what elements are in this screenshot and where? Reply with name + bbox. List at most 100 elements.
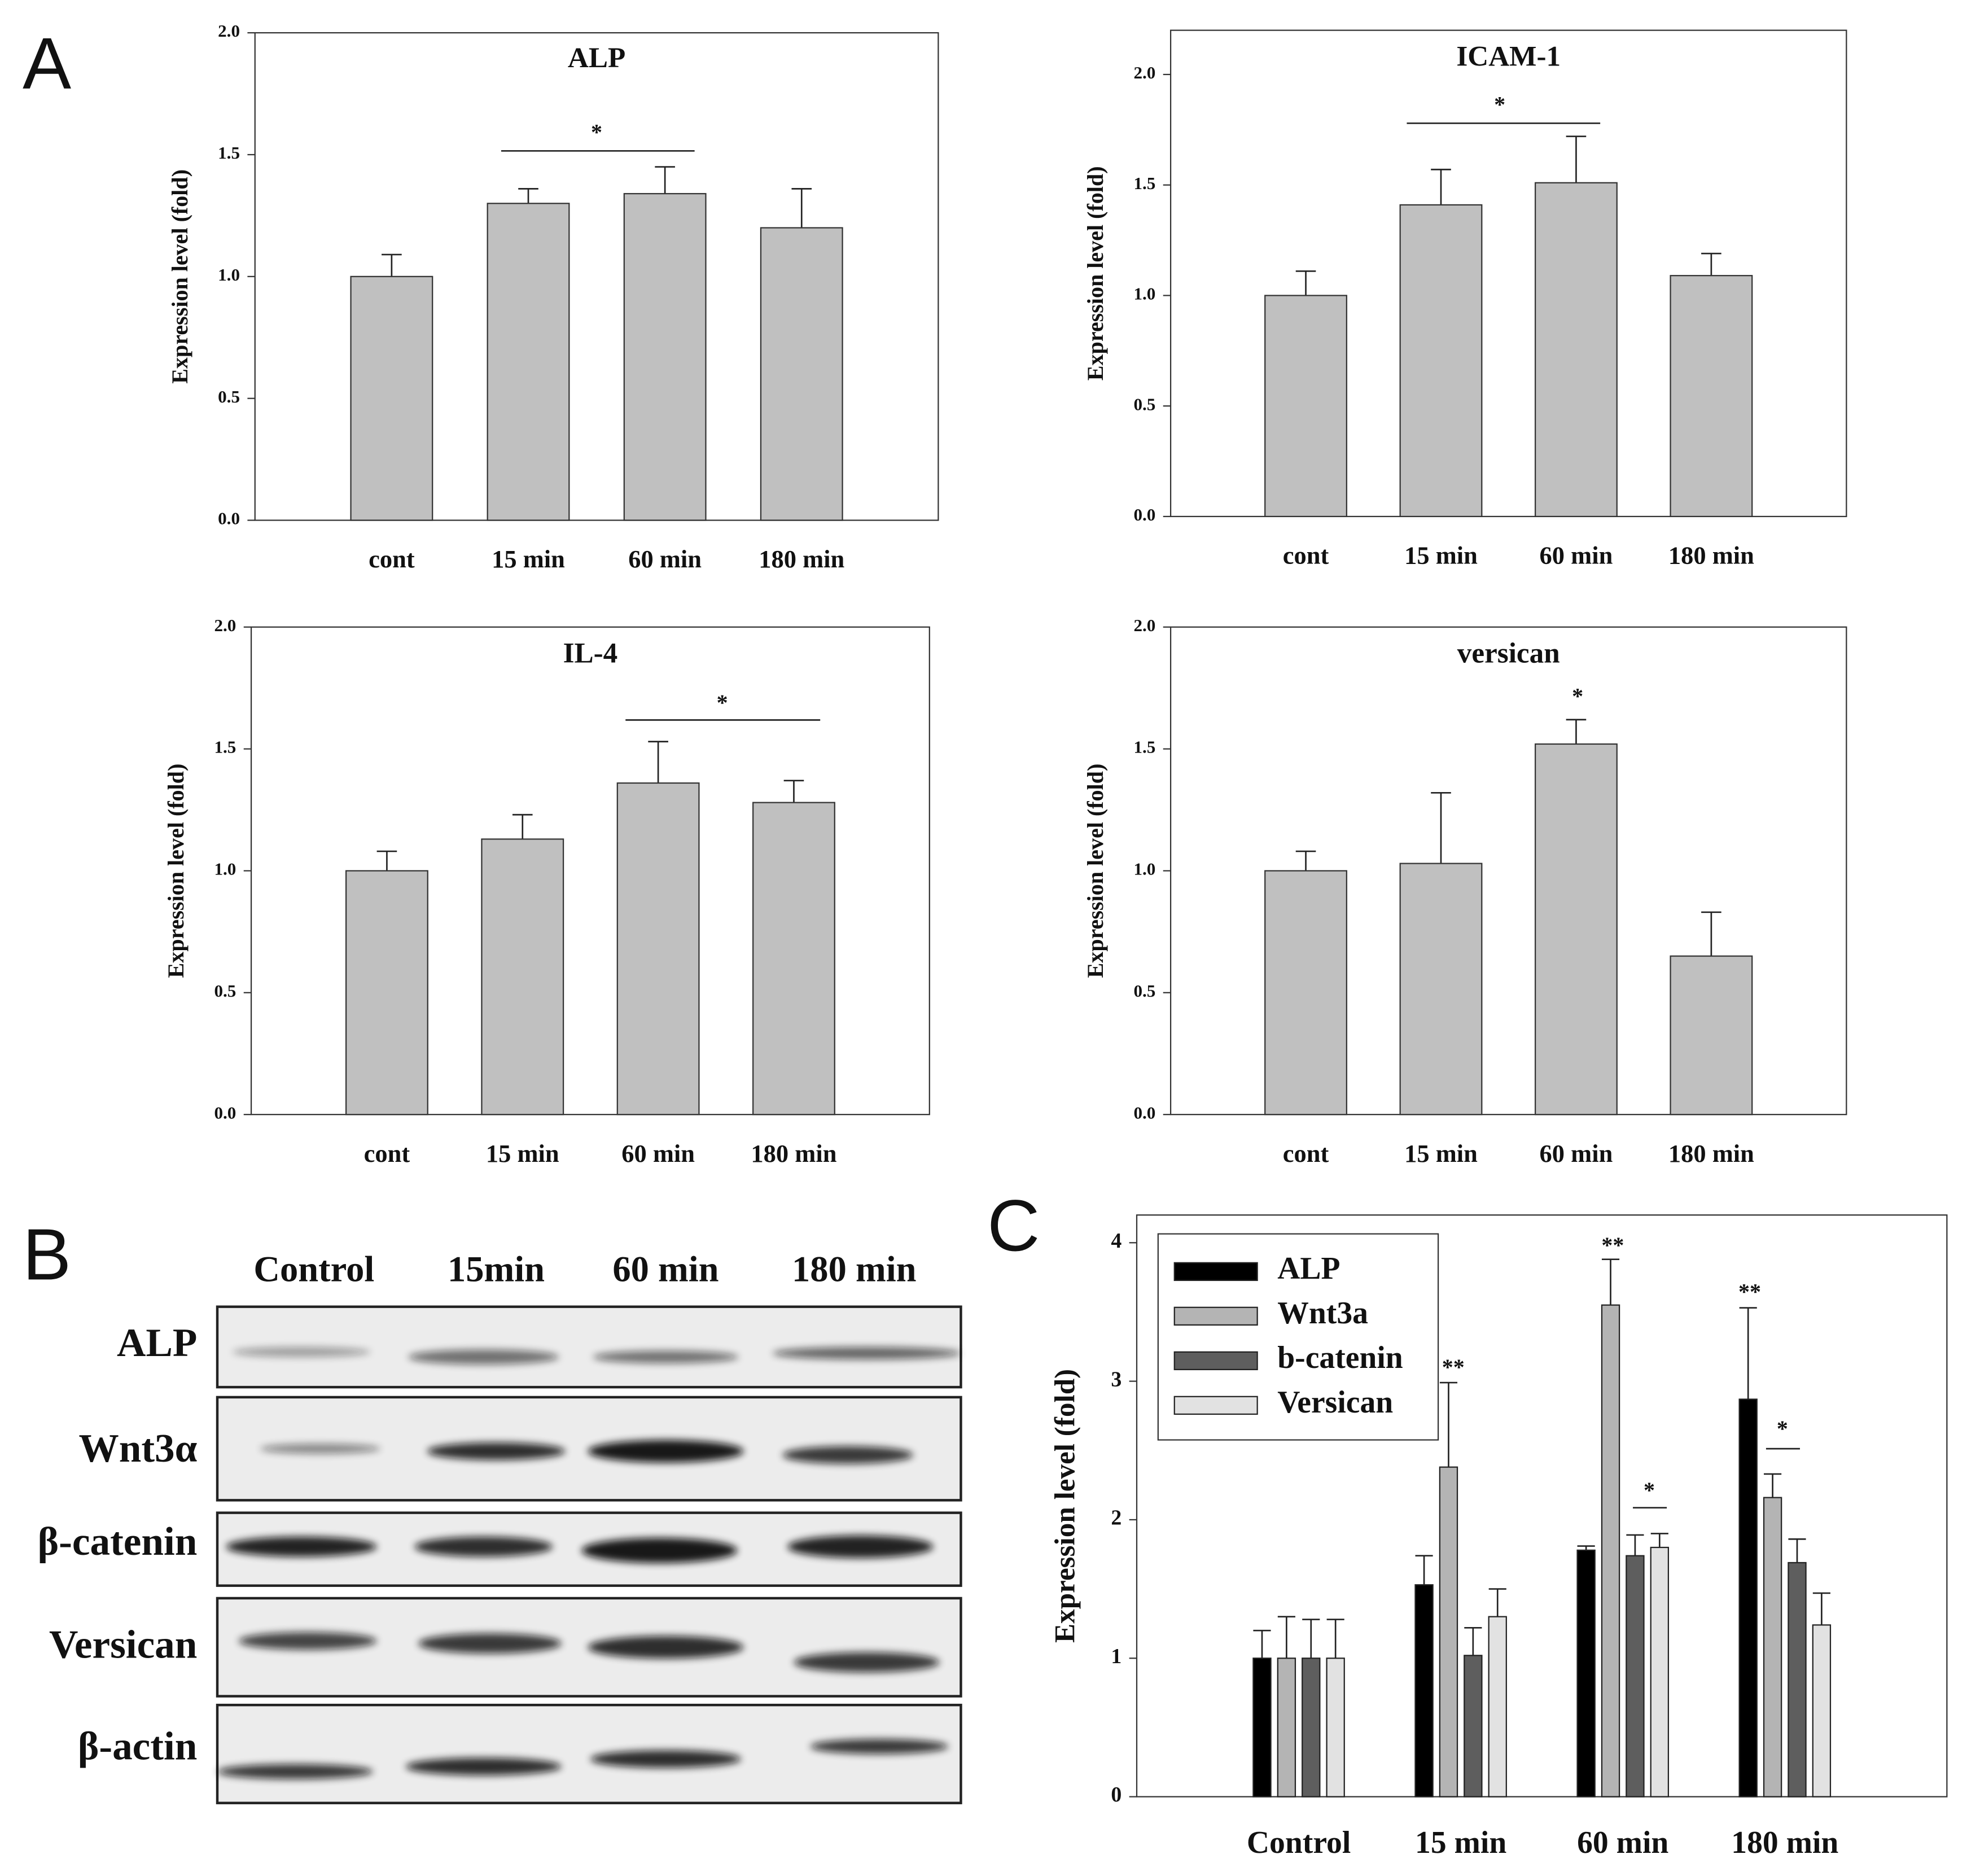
y-tick-label: 2.0 <box>1133 615 1155 635</box>
y-tick-label: 0.5 <box>1133 394 1155 414</box>
error-bar <box>1601 1258 1620 1305</box>
bar <box>1464 1655 1483 1798</box>
x-tick-label: 60 min <box>621 1139 695 1167</box>
significance-mark: * <box>591 120 602 145</box>
x-tick-label: 60 min <box>1540 541 1613 570</box>
blot-band <box>238 1632 377 1650</box>
error-bar <box>791 188 812 228</box>
x-tick-label: cont <box>1283 1139 1329 1167</box>
bar <box>487 203 570 521</box>
blot-strip <box>216 1305 962 1389</box>
y-tick-label: 0.0 <box>218 509 240 528</box>
x-tick-label: 180 min <box>1668 1139 1754 1167</box>
x-tick-label: 15 min <box>1415 1825 1506 1860</box>
bar <box>1601 1304 1620 1798</box>
bar <box>1326 1658 1345 1798</box>
blot-band <box>232 1346 371 1357</box>
error-bar <box>1277 1616 1295 1659</box>
blot-row-label: β-actin <box>78 1725 198 1769</box>
legend-label: Wnt3a <box>1277 1296 1368 1331</box>
bar <box>345 870 428 1116</box>
y-tick-label: 1.5 <box>1133 173 1155 193</box>
x-tick-label: 180 min <box>759 545 844 573</box>
y-tick-label: 1.0 <box>1133 859 1155 879</box>
y-tick-label: 2.0 <box>214 615 236 635</box>
error-bar <box>1326 1619 1344 1659</box>
x-tick-label: 180 min <box>751 1139 836 1167</box>
y-tick-label: 0 <box>1111 1783 1122 1807</box>
y-tick-label: 0.5 <box>1133 981 1155 1000</box>
y-tick-label: 0.0 <box>1133 1103 1155 1122</box>
bar <box>623 193 707 521</box>
legend-label: Versican <box>1277 1385 1393 1420</box>
y-tick-label: 2.0 <box>1133 63 1155 82</box>
x-tick-label: 15 min <box>1404 1139 1478 1167</box>
blot-band <box>408 1349 559 1365</box>
blot-row-label: Versican <box>49 1623 197 1667</box>
x-tick-label: 60 min <box>628 545 702 573</box>
x-tick-label: 60 min <box>1577 1825 1668 1860</box>
plot-frame <box>1169 626 1847 1116</box>
blot-band <box>593 1350 739 1363</box>
bar <box>1399 863 1483 1116</box>
error-bar <box>648 741 668 784</box>
error-bar <box>376 850 397 871</box>
blot-band <box>581 1538 738 1563</box>
error-bar <box>1464 1626 1482 1656</box>
blot-band <box>427 1442 566 1460</box>
error-bar <box>1488 1588 1506 1617</box>
x-tick-label: cont <box>364 1139 410 1167</box>
bar <box>1788 1562 1807 1798</box>
plot-frame <box>1169 29 1847 517</box>
y-tick-label: 0.5 <box>214 981 236 1000</box>
y-tick-label: 1.0 <box>1133 284 1155 304</box>
bar <box>1626 1555 1645 1798</box>
error-bar <box>1764 1473 1782 1498</box>
y-tick-label: 1.0 <box>214 859 236 879</box>
blot-row-label: ALP <box>117 1321 197 1365</box>
bar <box>1488 1616 1507 1798</box>
bar <box>1535 743 1618 1116</box>
bar <box>1670 955 1753 1116</box>
blot-row-label: Wnt3α <box>79 1427 198 1471</box>
x-tick-label: cont <box>369 545 415 573</box>
bar <box>1576 1549 1596 1798</box>
x-tick-label: 15 min <box>1404 541 1478 570</box>
error-bar <box>1566 135 1587 183</box>
y-tick-label: 1.0 <box>218 265 240 285</box>
y-axis-label: Expression level (fold) <box>167 169 192 384</box>
blot-band <box>226 1536 377 1557</box>
blot-band <box>772 1346 961 1360</box>
error-bar <box>1650 1533 1668 1547</box>
significance-mark: * <box>717 690 728 715</box>
bar <box>1252 1658 1272 1798</box>
blot-band <box>418 1633 562 1654</box>
y-tick-label: 1.5 <box>1133 737 1155 757</box>
blot-band <box>260 1444 381 1454</box>
error-bar <box>1739 1307 1757 1400</box>
error-bar <box>1788 1538 1806 1563</box>
plot-frame <box>1136 1214 1948 1798</box>
blot-column-label: 15min <box>448 1248 545 1289</box>
legend-label: ALP <box>1277 1251 1340 1286</box>
error-bar <box>783 780 804 803</box>
significance-mark: * <box>1572 684 1583 709</box>
panel-label: A <box>23 23 71 104</box>
x-tick-label: Control <box>1247 1825 1351 1860</box>
legend-swatch <box>1173 1262 1258 1282</box>
bar <box>1535 182 1618 517</box>
significance-mark: ** <box>1601 1232 1624 1258</box>
panel-label: B <box>23 1214 71 1295</box>
y-tick-label: 2 <box>1111 1506 1122 1530</box>
y-tick-label: 1 <box>1111 1645 1122 1668</box>
y-axis-label: Expression level (fold) <box>1083 166 1108 381</box>
chart-title: IL-4 <box>563 637 618 670</box>
error-bar <box>1566 719 1587 744</box>
y-tick-label: 0.0 <box>214 1103 236 1122</box>
y-tick-label: 1.5 <box>214 737 236 757</box>
error-bar <box>1431 791 1451 864</box>
x-tick-label: cont <box>1283 541 1329 570</box>
x-tick-label: 180 min <box>1731 1825 1838 1860</box>
error-bar <box>655 166 675 194</box>
bar <box>1414 1584 1434 1798</box>
